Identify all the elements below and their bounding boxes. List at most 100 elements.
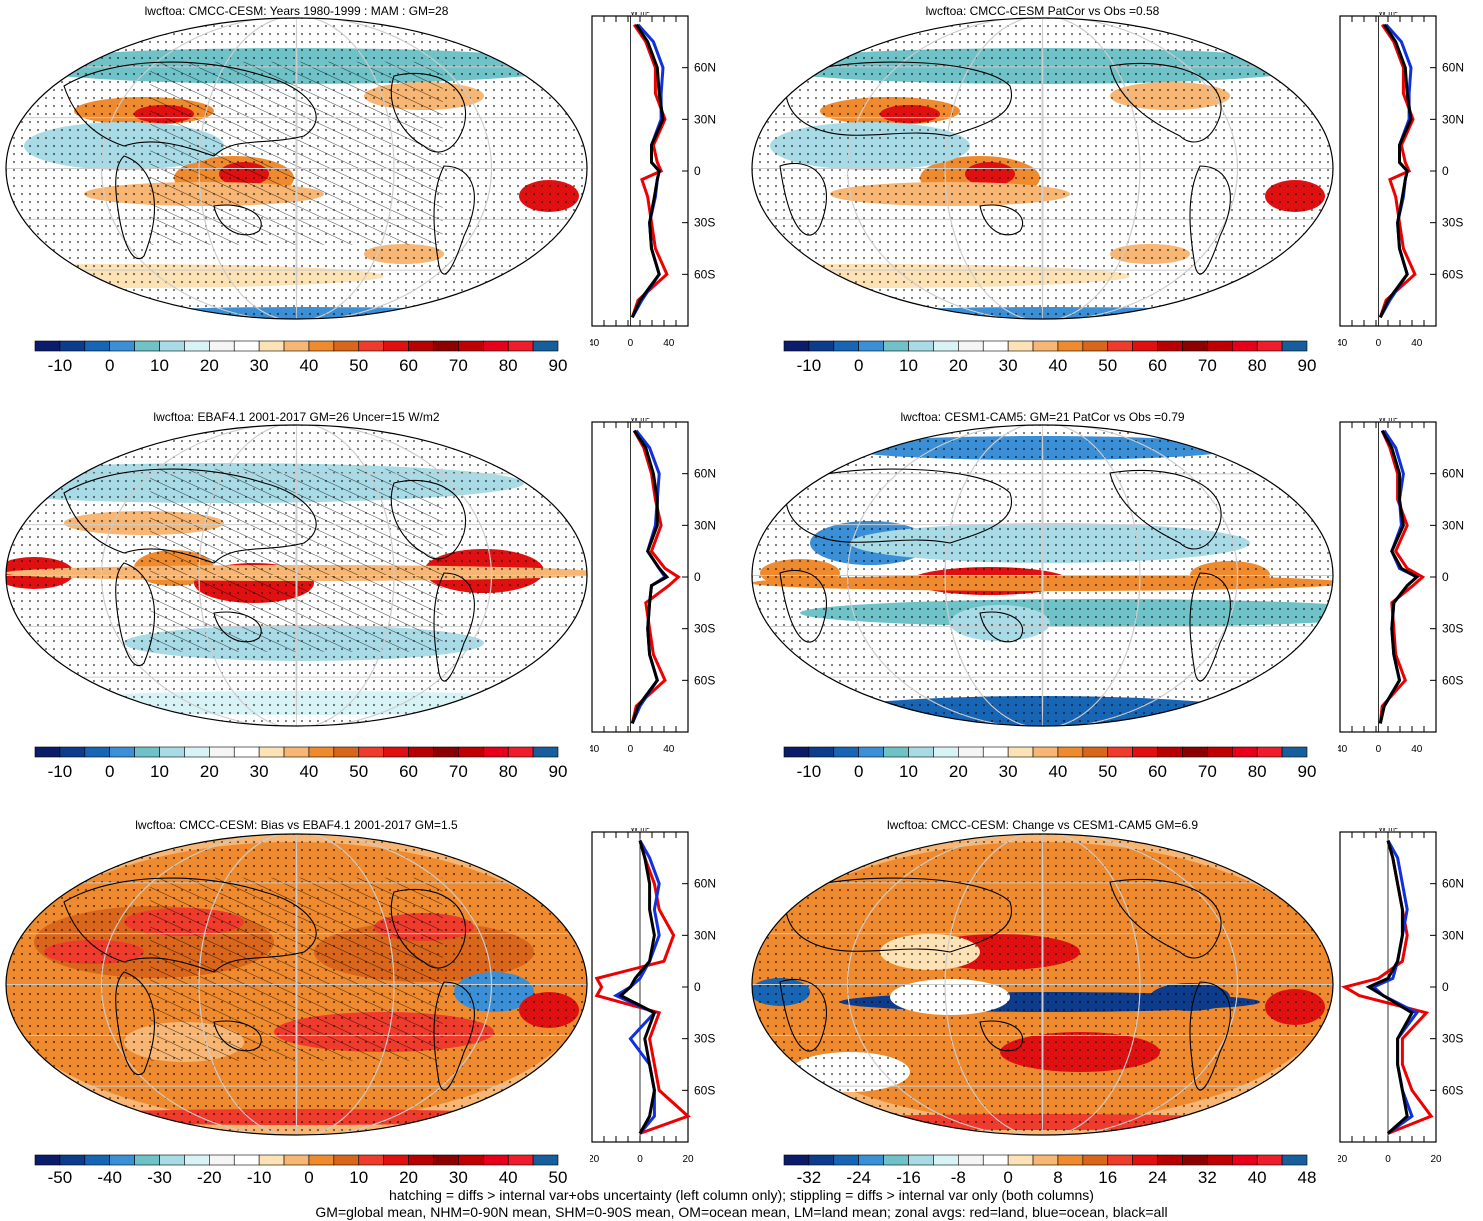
lat-tick-label: 30S [694, 622, 715, 636]
colorbar-label: 50 [349, 762, 369, 781]
colorbar-swatch [209, 746, 235, 758]
colorbar-swatch [333, 340, 360, 352]
colorbar-label: 70 [448, 356, 468, 375]
colorbar-swatch [1157, 1154, 1183, 1166]
colorbar-swatch [1281, 746, 1308, 758]
panel-title: lwcftoa: CMCC-CESM PatCor vs Obs =0.58 [925, 4, 1160, 18]
zonal-series-all [1378, 23, 1413, 319]
colorbar-swatch [134, 746, 160, 758]
colorbar-swatch [982, 340, 1009, 352]
colorbar-label: -40 [97, 1168, 122, 1187]
colorbar-swatch [159, 340, 185, 352]
colorbar-swatch [532, 746, 559, 758]
colorbar-swatch [333, 1154, 360, 1166]
coastline [433, 165, 475, 275]
units-label: W m² [630, 828, 649, 833]
colorbar-label: 50 [548, 1168, 568, 1187]
colorbar-swatch [1207, 340, 1233, 352]
x-tick-label: -20 [590, 1154, 600, 1165]
colorbar-label: -10 [47, 762, 73, 781]
colorbar-swatch [283, 1154, 310, 1166]
colorbar [34, 1154, 559, 1166]
colorbar-swatch [1157, 340, 1183, 352]
x-tick-label: -20 [1338, 1154, 1348, 1165]
lat-tick-label: 30N [694, 112, 716, 126]
x-tick-label: 0 [628, 338, 634, 349]
colorbar-swatch [1231, 340, 1258, 352]
colorbar-swatch [184, 1154, 210, 1166]
panel-title: lwcftoa: CMCC-CESM: Bias vs EBAF4.1 2001… [135, 818, 458, 832]
colorbar-label: 70 [448, 762, 468, 781]
coastline [115, 155, 155, 259]
map-outline [5, 424, 588, 727]
colorbar-swatch [333, 746, 360, 758]
colorbar-label: 8 [1053, 1168, 1063, 1187]
colorbar-swatch [308, 340, 335, 352]
lat-tick-label: 30N [1442, 112, 1464, 126]
colorbar-swatch [308, 1154, 335, 1166]
x-tick-label: 20 [1430, 1154, 1442, 1165]
colorbar-swatch [808, 340, 835, 352]
colorbar-label: 70 [1197, 762, 1217, 781]
lat-tick-label: 0 [694, 164, 701, 178]
colorbar-label: 10 [150, 762, 169, 781]
lat-tick-label: 60N [694, 877, 716, 891]
colorbar-label: -10 [47, 356, 73, 375]
colorbar-swatch [258, 746, 285, 758]
colorbar-label: -32 [796, 1168, 822, 1187]
colorbar-swatch [783, 340, 810, 352]
colorbar-swatch [933, 1154, 959, 1166]
colorbar-swatch [883, 340, 909, 352]
world-map [751, 17, 1334, 320]
colorbar-swatch [84, 746, 111, 758]
colorbar-swatch [808, 1154, 835, 1166]
colorbar-label: 20 [948, 762, 968, 781]
zonal-mean-plot: W m² 60N 30N 0 30S 60S -20 0 20 [590, 828, 716, 1165]
colorbar-swatch [59, 340, 86, 352]
colorbar-swatch [433, 746, 459, 758]
colorbar-swatch [408, 746, 434, 758]
zonal-mean-plot: W m² 60N 30N 0 30S 60S -40 0 40 [590, 12, 716, 349]
lat-tick-label: 60N [1442, 467, 1464, 481]
colorbar-label: 0 [104, 356, 115, 375]
colorbar-label: -10 [796, 356, 822, 375]
colorbar-swatch [1256, 1154, 1283, 1166]
colorbar-label: 30 [998, 356, 1018, 375]
coastline [433, 981, 475, 1091]
colorbar-swatch [1132, 340, 1158, 352]
colorbar-swatch [84, 340, 111, 352]
zonal-series-all [630, 23, 665, 319]
colorbar-swatch [1032, 1154, 1059, 1166]
colorbar-label: 80 [498, 762, 518, 781]
coastline [785, 877, 1013, 953]
colorbar-swatch [233, 340, 260, 352]
colorbar-swatch [1032, 340, 1059, 352]
world-map [5, 424, 588, 727]
zonal-series-all [1378, 429, 1420, 724]
zonal-mean-plot: W m² 60N 30N 0 30S 60S -40 0 40 [1338, 12, 1464, 349]
colorbar-swatch [507, 1154, 534, 1166]
colorbar-swatch [408, 1154, 434, 1166]
colorbar-label: 10 [899, 356, 918, 375]
colorbar-label: 60 [1148, 762, 1168, 781]
lat-tick-label: 0 [694, 570, 701, 584]
colorbar-swatch [783, 746, 810, 758]
colorbar-swatch [383, 746, 409, 758]
colorbar [783, 1154, 1308, 1166]
footer-line-1: hatching = diffs > internal var+obs unce… [389, 1187, 1094, 1203]
map-outline [5, 833, 588, 1136]
colorbar-label: 10 [899, 762, 918, 781]
coastline [433, 572, 475, 682]
colorbar-swatch [1132, 746, 1158, 758]
coastline [390, 72, 467, 153]
colorbar-label: -16 [896, 1168, 921, 1187]
coastline [779, 569, 827, 643]
colorbar-label: 70 [1197, 356, 1217, 375]
colorbar-swatch [1032, 746, 1059, 758]
map-outline [751, 17, 1334, 320]
coastline [979, 611, 1023, 643]
x-tick-label: -40 [590, 744, 600, 755]
coastline [1189, 981, 1231, 1091]
colorbar-swatch [184, 746, 210, 758]
zonal-series-ocean [630, 429, 668, 725]
